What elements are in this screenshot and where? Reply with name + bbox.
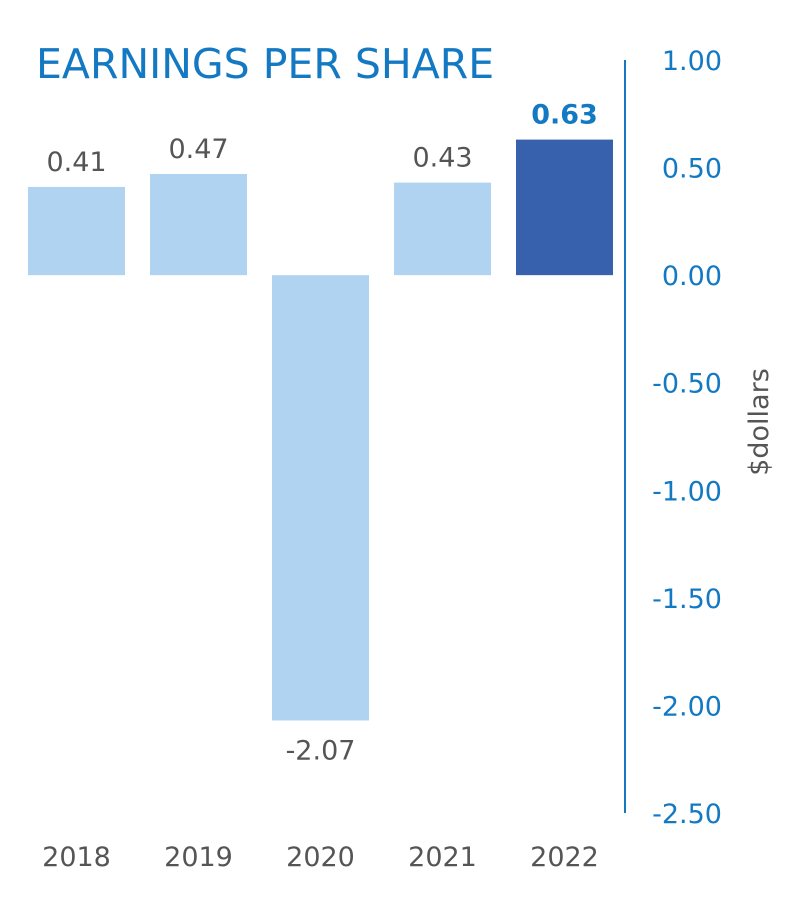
value-labels-group: 0.41 0.47 -2.07 0.43 0.63 (46, 100, 597, 767)
bar-2018 (28, 186, 125, 276)
y-axis-label: $dollars (744, 368, 775, 476)
chart-title: EARNINGS PER SHARE (36, 40, 494, 88)
category-label-2018: 2018 (42, 842, 111, 873)
category-label-2019: 2019 (164, 842, 233, 873)
y-tick-label: -1.50 (652, 584, 722, 615)
y-tick-label: 0.50 (662, 154, 722, 185)
category-label-2022: 2022 (530, 842, 599, 873)
value-label-2020: -2.07 (286, 735, 356, 766)
y-tick-labels-group: 1.00 0.50 0.00 -0.50 -1.00 -1.50 -2.00 -2.50 (652, 46, 722, 830)
bar-2021 (394, 182, 491, 276)
y-tick-label: 0.00 (662, 261, 722, 292)
value-label-2022: 0.63 (531, 100, 598, 131)
category-labels-group: 2018 2019 2020 2021 2022 (42, 842, 599, 873)
y-tick-label: -1.00 (652, 476, 722, 507)
category-label-2021: 2021 (408, 842, 477, 873)
category-label-2020: 2020 (286, 842, 355, 873)
y-tick-label: -2.50 (652, 799, 722, 830)
y-tick-label: -2.00 (652, 691, 722, 722)
bar-2019 (150, 174, 247, 276)
bar-2020 (272, 275, 369, 721)
y-tick-label: 1.00 (662, 46, 722, 77)
value-label-2021: 0.43 (412, 143, 472, 174)
value-label-2018: 0.41 (46, 147, 106, 178)
value-label-2019: 0.47 (168, 134, 228, 165)
bar-2022 (516, 139, 613, 276)
y-tick-label: -0.50 (652, 369, 722, 400)
bars-group (28, 139, 613, 721)
